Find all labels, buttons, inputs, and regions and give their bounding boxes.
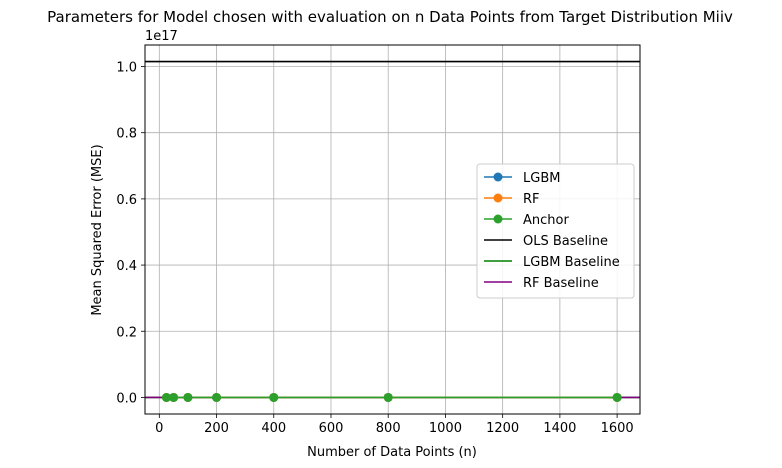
x-tick-label: 1400 xyxy=(543,421,576,436)
x-tick-label: 400 xyxy=(261,421,286,436)
anchor-point xyxy=(269,392,279,402)
y-axis-label: Mean Squared Error (MSE) xyxy=(90,144,105,315)
y-tick-label: 0.6 xyxy=(116,193,137,208)
y-tick-label: 0.4 xyxy=(116,259,137,274)
x-tick-label: 800 xyxy=(376,421,401,436)
legend-box xyxy=(476,163,635,299)
anchor-point xyxy=(169,392,179,402)
legend-label-lgbm: LGBM xyxy=(523,171,560,186)
legend-label-anchor: Anchor xyxy=(523,213,569,228)
legend-label-rf: RF xyxy=(523,192,540,207)
legend: LGBM RF Anchor OLS Baseline LGBM Baseline RF … xyxy=(476,163,635,299)
y-tick-label: 1.0 xyxy=(116,61,137,76)
anchor-point xyxy=(183,392,193,402)
y-offset-label: 1e17 xyxy=(145,29,178,44)
plot-frame xyxy=(144,44,641,415)
y-tick-label: 0.2 xyxy=(116,325,137,340)
legend-label-lgbm-baseline: LGBM Baseline xyxy=(523,255,620,270)
legend-label-rf-baseline: RF Baseline xyxy=(523,276,599,291)
y-tick-label: 0.0 xyxy=(116,391,137,406)
y-axis-ticks: 0.0 0.2 0.4 0.6 0.8 1.0 xyxy=(116,61,145,406)
x-axis-ticks: 0 200 400 600 800 1000 1200 1400 1600 xyxy=(155,414,634,436)
y-tick-label: 0.8 xyxy=(116,127,137,142)
legend-marker-anchor xyxy=(493,214,503,224)
anchor-point xyxy=(383,392,393,402)
anchor-point xyxy=(212,392,222,402)
x-tick-label: 600 xyxy=(319,421,344,436)
x-tick-label: 1200 xyxy=(486,421,519,436)
x-axis-label: Number of Data Points (n) xyxy=(307,445,477,460)
data-series xyxy=(161,392,622,402)
x-tick-label: 1000 xyxy=(429,421,462,436)
legend-marker-rf xyxy=(493,193,503,203)
x-tick-label: 200 xyxy=(204,421,229,436)
legend-marker-lgbm xyxy=(493,172,503,182)
anchor-point xyxy=(612,392,622,402)
x-tick-label: 1600 xyxy=(601,421,634,436)
x-tick-label: 0 xyxy=(155,421,163,436)
chart-title: Parameters for Model chosen with evaluat… xyxy=(47,8,733,26)
legend-label-ols-baseline: OLS Baseline xyxy=(523,234,608,249)
anchor-point xyxy=(161,392,171,402)
